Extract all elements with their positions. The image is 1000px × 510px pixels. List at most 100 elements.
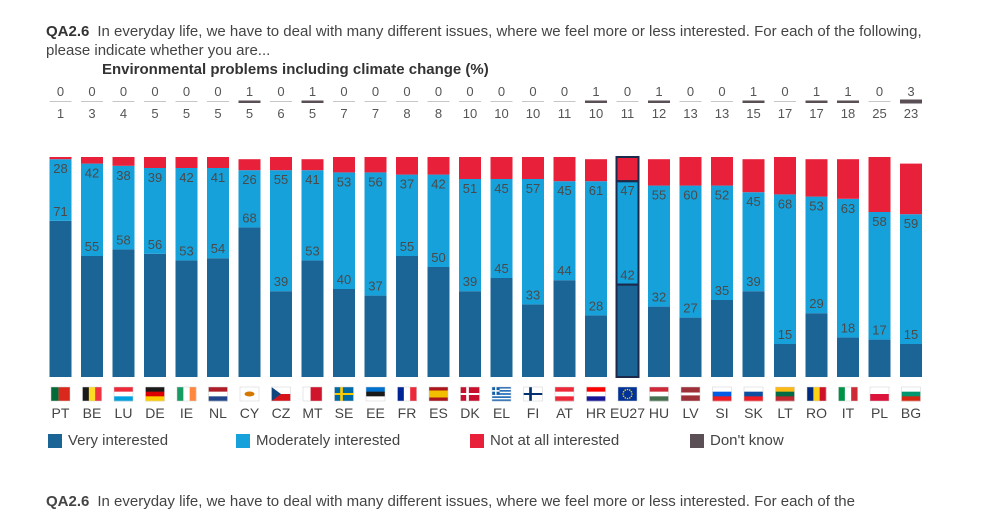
bar-very-hu — [648, 306, 670, 377]
label-very-cz: 39 — [274, 274, 288, 289]
legend-label-moderately: Moderately interested — [256, 432, 401, 449]
category-label-be: BE — [83, 405, 102, 421]
bar-dont-know-cz — [270, 101, 292, 102]
chart-legend: Very interested Moderately interested No… — [48, 432, 948, 452]
bar-moderately-bg — [900, 214, 922, 344]
label-dont-know-fi: 0 — [529, 84, 536, 99]
label-very-pl: 17 — [872, 323, 886, 338]
bar-not-at-all-eu27 — [616, 157, 639, 182]
legend-label-very: Very interested — [68, 432, 169, 449]
flag-hr-icon — [586, 386, 606, 402]
label-very-sk: 39 — [746, 274, 760, 289]
label-dont-know-at: 0 — [561, 84, 568, 99]
category-label-dk: DK — [460, 405, 480, 421]
label-moderately-sk: 45 — [746, 194, 760, 209]
label-dont-know-nl: 0 — [214, 84, 221, 99]
bar-not-at-all-nl — [207, 157, 229, 168]
label-dont-know-ro: 1 — [813, 84, 820, 99]
bar-moderately-dk — [459, 179, 481, 292]
bar-very-dk — [459, 291, 481, 377]
bar-very-at — [553, 280, 576, 377]
bar-dont-know-es — [427, 101, 450, 102]
label-moderately-si: 52 — [715, 188, 729, 203]
flag-bg-icon — [901, 386, 921, 402]
next-question-code: QA2.6 — [46, 493, 90, 510]
bar-not-at-all-be — [81, 157, 103, 164]
bar-dont-know-at — [553, 101, 576, 102]
category-label-pt: PT — [52, 405, 70, 421]
flag-eu27-icon — [617, 386, 638, 402]
category-label-ie: IE — [180, 405, 193, 421]
label-dont-know-cy: 1 — [246, 84, 253, 99]
label-not-at-all-dk: 10 — [463, 106, 477, 121]
bar-very-lv — [679, 317, 702, 377]
bar-very-hr — [585, 315, 607, 377]
label-moderately-ie: 42 — [179, 170, 193, 185]
flag-it-icon — [838, 386, 858, 402]
label-moderately-hr: 61 — [589, 183, 603, 198]
label-dont-know-sk: 1 — [750, 84, 757, 99]
bar-moderately-si — [711, 185, 733, 300]
label-very-lv: 27 — [683, 301, 697, 316]
label-dont-know-lu: 0 — [120, 84, 127, 99]
label-moderately-it: 63 — [841, 201, 855, 216]
bar-dont-know-se — [333, 101, 355, 102]
flag-lu-icon — [113, 386, 134, 402]
bar-not-at-all-ro — [805, 159, 828, 197]
flag-lt-icon — [775, 386, 795, 402]
category-label-lu: LU — [115, 405, 133, 421]
bar-moderately-lu — [112, 165, 135, 250]
label-very-hu: 32 — [652, 290, 666, 305]
bar-very-de — [144, 253, 166, 377]
label-very-ee: 37 — [368, 279, 382, 294]
category-label-at: AT — [556, 405, 573, 421]
bar-very-mt — [301, 260, 324, 377]
bar-moderately-mt — [301, 170, 324, 261]
bar-moderately-lv — [679, 185, 702, 318]
bar-not-at-all-cz — [270, 157, 292, 171]
label-very-hr: 28 — [589, 298, 603, 313]
label-not-at-all-cy: 5 — [246, 106, 253, 121]
category-label-si: SI — [715, 405, 728, 421]
bar-very-si — [711, 300, 733, 377]
category-label-nl: NL — [209, 405, 227, 421]
bar-not-at-all-fr — [396, 157, 418, 175]
bar-dont-know-el — [490, 101, 513, 102]
bar-very-pl — [868, 339, 891, 377]
flag-fr-icon — [397, 386, 417, 402]
label-not-at-all-at: 11 — [558, 106, 572, 121]
bar-not-at-all-it — [837, 159, 859, 199]
label-very-ro: 29 — [809, 296, 823, 311]
label-not-at-all-pt: 1 — [57, 106, 64, 121]
legend-label-dont-know: Don't know — [710, 432, 784, 449]
bar-not-at-all-el — [490, 157, 513, 179]
bar-not-at-all-ie — [175, 157, 198, 168]
bar-moderately-cz — [270, 170, 292, 292]
bar-not-at-all-pl — [868, 157, 891, 212]
bar-not-at-all-sk — [742, 159, 765, 193]
bar-not-at-all-pt — [49, 157, 72, 160]
category-label-pl: PL — [871, 405, 888, 421]
label-dont-know-hr: 1 — [592, 84, 599, 99]
bar-dont-know-si — [711, 101, 733, 102]
bar-dont-know-be — [81, 101, 103, 102]
flag-hu-icon — [649, 386, 669, 402]
bar-dont-know-pt — [49, 101, 72, 102]
flag-nl-icon — [208, 386, 228, 402]
label-very-dk: 39 — [463, 274, 477, 289]
bar-very-ie — [175, 260, 198, 377]
flag-lv-icon — [680, 386, 701, 402]
label-very-si: 35 — [715, 283, 729, 298]
label-moderately-pl: 58 — [872, 214, 886, 229]
bar-moderately-ie — [175, 168, 198, 261]
bar-not-at-all-ee — [364, 157, 387, 173]
bar-very-cy — [238, 227, 261, 377]
bar-moderately-de — [144, 168, 166, 254]
label-very-be: 55 — [85, 239, 99, 254]
bar-not-at-all-es — [427, 157, 450, 175]
bar-not-at-all-at — [553, 157, 576, 182]
category-label-mt: MT — [302, 405, 323, 421]
label-not-at-all-bg: 23 — [904, 106, 918, 121]
bar-moderately-cy — [238, 170, 261, 228]
bar-not-at-all-de — [144, 157, 166, 168]
